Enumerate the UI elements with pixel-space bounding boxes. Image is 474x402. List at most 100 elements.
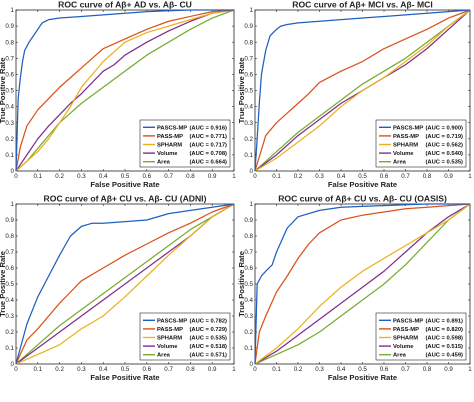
y-axis-label: True Positive Rate (0, 251, 7, 317)
y-tick-label: 0.7 (244, 55, 253, 62)
y-tick-label: 0.8 (5, 39, 14, 46)
y-tick-label: 0.4 (244, 297, 253, 304)
x-tick-label: 0.2 (294, 173, 303, 180)
series-line-area (15, 203, 235, 365)
y-tick-label: 0.2 (5, 136, 14, 143)
y-tick-label: 0.4 (5, 297, 14, 304)
roc-panel-2: ROC curve of Aβ+ MCI vs. Aβ- MCI 0 0.1 0.2 0… (237, 0, 472, 189)
y-tick-label: 0.3 (244, 313, 253, 320)
y-tick-label: 0.8 (5, 233, 14, 240)
x-tick-label: 0.5 (358, 173, 367, 180)
series-line-pascs-mp (15, 9, 234, 172)
legend-auc-value: (AUC = 0.598) (425, 336, 463, 342)
y-tick-label: 1 (250, 7, 254, 14)
legend-auc-value: (AUC = 0.459) (425, 353, 463, 359)
legend-series-name: PASS-MP (157, 134, 183, 140)
series-line-area (254, 9, 471, 172)
x-tick-label: 1 (232, 173, 236, 180)
legend-auc-value: (AUC = 0.782) (189, 318, 227, 324)
legend-series-name: PASS-MP (393, 134, 419, 140)
legend-series-name: PASCS-MP (393, 318, 423, 324)
x-tick-label: 0.8 (423, 173, 432, 180)
x-axis-label: False Positive Rate (328, 180, 397, 189)
y-tick-label: 0.8 (244, 39, 253, 46)
legend-auc-value: (AUC = 0.900) (425, 125, 463, 131)
x-tick-label: 0.9 (444, 366, 453, 373)
y-axis-label: True Positive Rate (0, 58, 7, 124)
x-tick-label: 0.9 (444, 173, 453, 180)
series-line-pascs-mp (254, 9, 471, 172)
legend-auc-value: (AUC = 0.771) (189, 134, 227, 140)
x-tick-label: 0.3 (315, 173, 324, 180)
y-tick-label: 0 (11, 168, 15, 175)
x-tick-label: 0.5 (121, 173, 130, 180)
x-tick-label: 0.9 (208, 173, 217, 180)
legend-series-name: Volume (393, 151, 414, 157)
x-tick-label: 0.8 (423, 366, 432, 373)
series-line-pascs-mp (254, 203, 470, 365)
x-tick-label: 0.1 (272, 366, 281, 373)
y-tick-label: 0.9 (244, 23, 253, 30)
legend-series-name: Area (157, 353, 171, 359)
legend-auc-value: (AUC = 0.515) (425, 344, 463, 350)
y-tick-label: 0.6 (5, 265, 14, 272)
x-tick-label: 1 (468, 173, 472, 180)
y-tick-label: 0 (11, 361, 15, 368)
x-tick-label: 0.7 (164, 173, 173, 180)
series-line-area (254, 203, 471, 365)
legend-series-name: SPHARM (393, 336, 418, 342)
legend-series-name: Area (157, 160, 171, 166)
y-tick-label: 0.1 (244, 152, 253, 159)
x-tick-label: 0.3 (77, 173, 86, 180)
series-line-pass-mp (15, 9, 235, 172)
y-tick-label: 0.5 (244, 281, 253, 288)
y-axis-label: True Positive Rate (237, 251, 246, 317)
x-tick-label: 1 (232, 366, 236, 373)
x-axis-label: False Positive Rate (90, 373, 159, 382)
legend-auc-value: (AUC = 0.540) (425, 151, 463, 157)
series-line-pass-mp (15, 203, 235, 365)
y-tick-label: 0.5 (244, 88, 253, 95)
x-tick-label: 1 (468, 366, 472, 373)
legend-auc-value: (AUC = 0.820) (425, 327, 463, 333)
y-tick-label: 1 (250, 201, 254, 208)
x-tick-label: 0.9 (208, 366, 217, 373)
x-tick-label: 0.6 (380, 366, 389, 373)
x-tick-label: 0 (253, 173, 257, 180)
y-tick-label: 0.4 (244, 104, 253, 111)
x-axis-label: False Positive Rate (328, 373, 397, 382)
legend-auc-value: (AUC = 0.562) (425, 143, 463, 149)
y-tick-label: 0.5 (5, 281, 14, 288)
x-tick-label: 0.5 (121, 366, 130, 373)
legend-box (375, 312, 467, 361)
legend-auc-value: (AUC = 0.535) (425, 160, 463, 166)
x-tick-label: 0.1 (33, 366, 42, 373)
x-tick-label: 0.2 (55, 366, 64, 373)
legend: PASCS-MP (AUC = 0.900) PASS-MP (AUC = 0.719… (375, 119, 467, 168)
y-tick-label: 0.2 (244, 329, 253, 336)
y-tick-label: 0.6 (244, 72, 253, 79)
x-tick-label: 0.7 (164, 366, 173, 373)
chart-title: ROC curve of Aβ+ CU vs. Aβ- CU (OASIS) (278, 194, 447, 204)
x-tick-label: 0.8 (186, 173, 195, 180)
y-tick-label: 1 (11, 7, 15, 14)
y-tick-label: 0.3 (5, 313, 14, 320)
y-tick-label: 0.9 (5, 217, 14, 224)
legend-series-name: PASS-MP (393, 327, 419, 333)
legend-series-name: Volume (393, 344, 414, 350)
y-tick-label: 0.3 (244, 120, 253, 127)
chart-title: ROC curve of Aβ+ AD vs. Aβ- CU (58, 0, 192, 10)
x-tick-label: 0.4 (337, 366, 346, 373)
x-tick-label: 0.1 (272, 173, 281, 180)
roc-panel-3: ROC curve of Aβ+ CU vs. Aβ- CU (ADNI) 0 0.… (0, 194, 236, 383)
legend: PASCS-MP (AUC = 0.891) PASS-MP (AUC = 0.820… (375, 312, 467, 361)
series-line-pascs-mp (15, 203, 235, 365)
y-tick-label: 0.6 (244, 265, 253, 272)
chart-title: ROC curve of Aβ+ MCI vs. Aβ- MCI (292, 0, 432, 10)
y-tick-label: 0.2 (244, 136, 253, 143)
y-tick-label: 0.7 (5, 55, 14, 62)
y-tick-label: 0.4 (5, 104, 14, 111)
legend-series-name: PASCS-MP (393, 125, 423, 131)
x-tick-label: 0.6 (380, 173, 389, 180)
